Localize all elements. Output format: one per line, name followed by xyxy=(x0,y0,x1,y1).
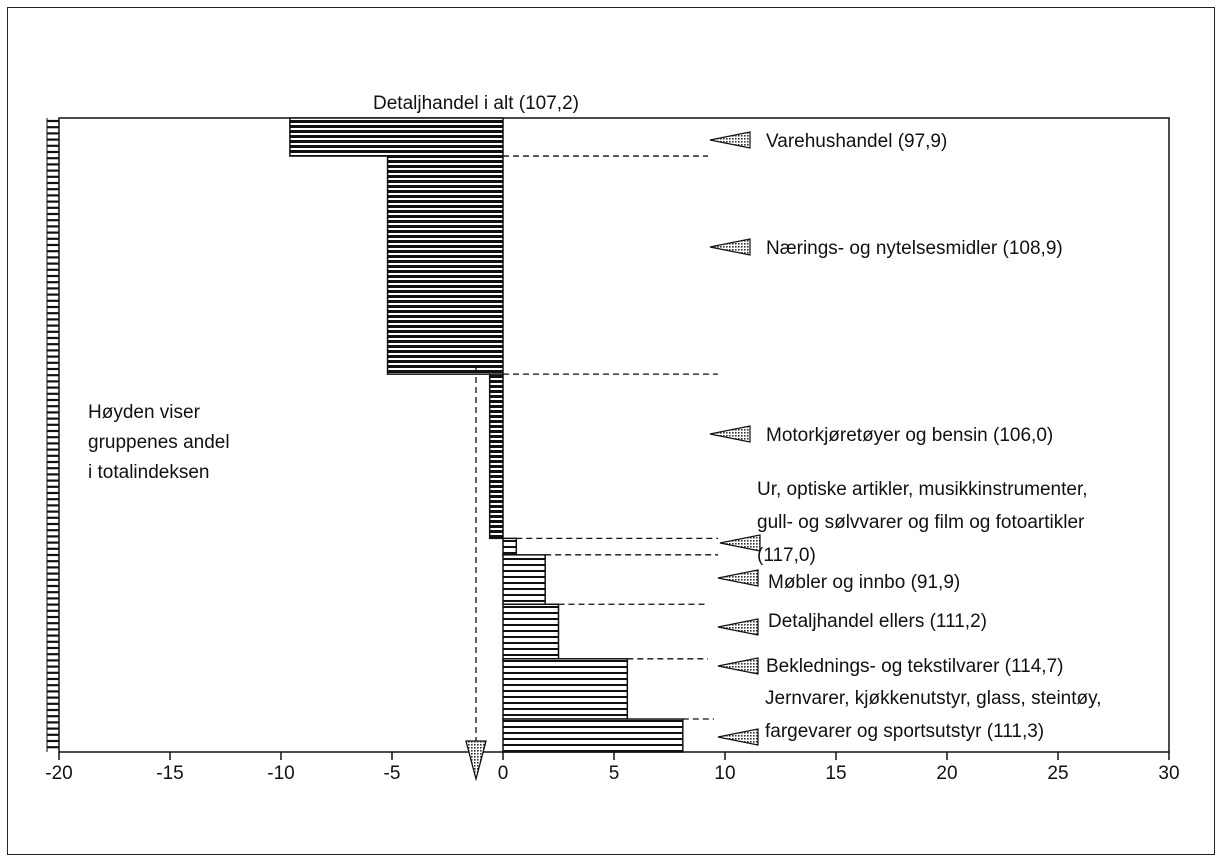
bar xyxy=(502,537,518,556)
x-tick-label: -5 xyxy=(384,763,401,784)
category-label: gull- og sølvvarer og film og fotoartikl… xyxy=(757,512,1085,533)
x-tick-label: 30 xyxy=(1158,763,1179,784)
category-label: Nærings- og nytelsesmidler (108,9) xyxy=(766,238,1063,259)
x-tick-label: 15 xyxy=(825,763,846,784)
label-arrow xyxy=(709,238,751,256)
x-tick-label: -15 xyxy=(156,763,183,784)
category-label: Beklednings- og tekstilvarer (114,7) xyxy=(766,656,1063,677)
category-labels: Varehushandel (97,9) Nærings- og nytelses… xyxy=(709,131,1101,746)
x-tick-label: 5 xyxy=(609,763,620,784)
note-line: gruppenes andel xyxy=(88,432,230,453)
bar xyxy=(488,373,504,540)
bar xyxy=(502,718,684,753)
category-label: fargevarer og sportsutstyr (111,3) xyxy=(765,721,1044,742)
bar xyxy=(502,603,560,660)
label-arrow xyxy=(709,425,751,443)
x-tick-label: 20 xyxy=(936,763,957,784)
x-axis: -20 -15 -10 -5 0 5 10 15 20 25 30 xyxy=(45,752,1180,784)
label-arrow xyxy=(709,131,751,149)
bars xyxy=(289,117,684,753)
label-arrow xyxy=(719,534,761,552)
x-tick-label: -20 xyxy=(45,763,72,784)
category-label: Detaljhandel ellers (111,2) xyxy=(768,611,987,632)
top-label: Detaljhandel i alt (107,2) xyxy=(373,93,579,114)
left-tick-ladder xyxy=(46,118,59,752)
label-arrow xyxy=(717,657,759,675)
label-arrow xyxy=(717,728,759,746)
bar xyxy=(502,658,629,720)
category-label: Jernvarer, kjøkkenutstyr, glass, steintø… xyxy=(765,688,1101,709)
category-label: Varehushandel (97,9) xyxy=(766,131,947,152)
reference-arrowhead xyxy=(465,740,487,782)
x-tick-label: 25 xyxy=(1047,763,1068,784)
bar xyxy=(502,554,546,606)
reference-arrow xyxy=(465,366,487,782)
label-arrow xyxy=(717,618,759,636)
bar xyxy=(386,155,504,375)
note-line: Høyden viser xyxy=(88,402,201,423)
chart-frame xyxy=(7,7,1215,855)
category-label: Møbler og innbo (91,9) xyxy=(768,572,960,593)
leader-lines xyxy=(503,155,718,720)
bar xyxy=(289,117,504,157)
x-tick-label: 0 xyxy=(498,763,509,784)
x-tick-label: -10 xyxy=(267,763,294,784)
label-arrow xyxy=(717,569,759,587)
note-text: Høyden viser gruppenes andel i totalindeks… xyxy=(88,402,230,483)
category-label: Ur, optiske artikler, musikkinstrumenter… xyxy=(757,479,1088,500)
x-tick-label: 10 xyxy=(714,763,735,784)
note-line: i totalindeksen xyxy=(88,462,209,483)
category-label: (117,0) xyxy=(757,545,816,566)
category-label: Motorkjøretøyer og bensin (106,0) xyxy=(766,425,1053,446)
